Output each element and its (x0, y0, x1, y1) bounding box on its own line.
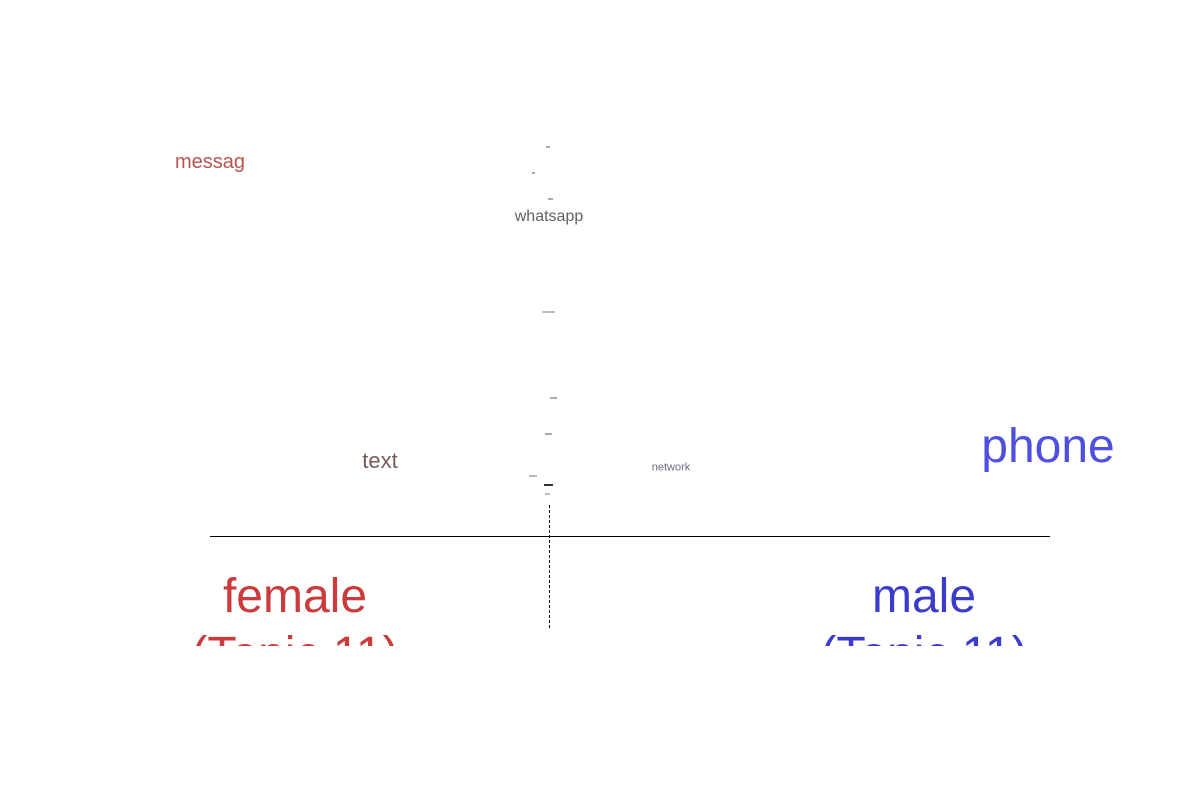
horizontal-axis-line (210, 536, 1050, 537)
word-text: text (362, 448, 398, 473)
group-name-female: female (222, 570, 368, 623)
group-subtitle-male: (Topic 11) (820, 626, 1027, 646)
word-whatsapp: whatsapp (514, 208, 584, 225)
group-label-female: female (Topic 11) (191, 568, 398, 646)
center-dashed-line (549, 505, 550, 628)
word-network: network (651, 461, 691, 474)
word-messag: messag (174, 151, 246, 173)
group-labels-area: female (Topic 11) male (Topic 11) (0, 560, 1200, 646)
group-label-male: male (Topic 11) (820, 568, 1027, 646)
word-phone: phone (981, 420, 1115, 473)
group-subtitle-female: (Topic 11) (191, 626, 398, 646)
group-name-male: male (871, 570, 977, 623)
